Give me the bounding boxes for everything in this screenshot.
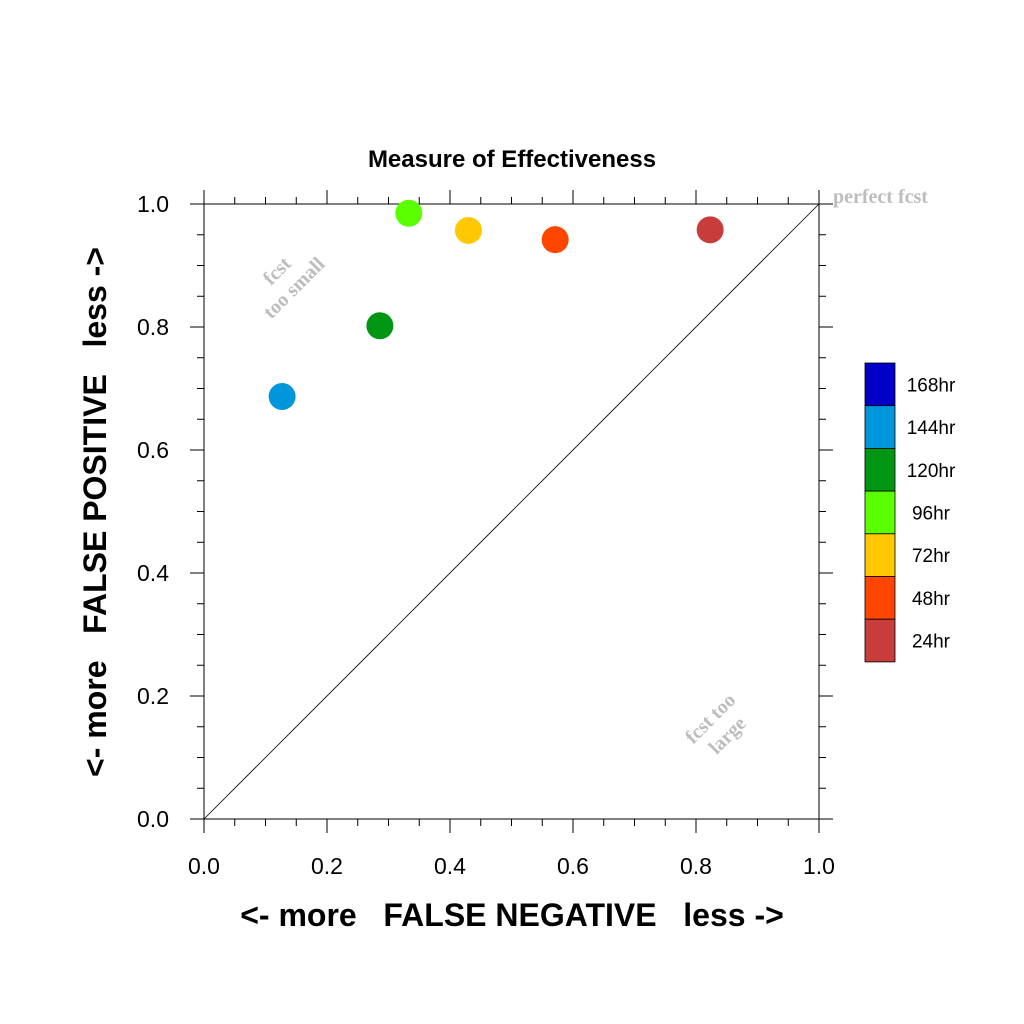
x-tick-label: 0.0: [188, 853, 220, 879]
x-tick-labels: 0.0 0.2 0.4 0.6 0.8 1.0: [188, 853, 835, 879]
legend-swatch-24hr: [864, 618, 896, 663]
legend: 168hr 144hr 120hr 96hr 72hr 48hr 24hr: [864, 362, 956, 663]
data-points: [268, 199, 724, 410]
plot-frame: [203, 203, 820, 820]
legend-label-120hr: 120hr: [907, 461, 956, 482]
legend-swatch-96hr: [864, 490, 896, 535]
y-axis-title: <- more FALSE POSITIVE less ->: [77, 247, 113, 777]
x-tick-label: 0.4: [434, 853, 466, 879]
y-tick-label: 1.0: [137, 191, 169, 217]
legend-swatch-144hr: [864, 405, 896, 449]
y-tick-label: 0.0: [137, 806, 169, 832]
annotation-perfect-fcst: perfect fcst: [833, 186, 928, 208]
x-tick-label: 1.0: [803, 853, 835, 879]
chart-title: Measure of Effectiveness: [368, 146, 656, 173]
point-48hr: [541, 226, 569, 254]
y-tick-label: 0.6: [137, 437, 169, 463]
point-72hr: [454, 216, 482, 244]
legend-label-144hr: 144hr: [907, 418, 956, 439]
y-tick-labels: 0.0 0.2 0.4 0.6 0.8 1.0: [137, 191, 169, 832]
legend-swatch-168hr: [864, 362, 896, 407]
legend-label-24hr: 24hr: [912, 632, 951, 653]
y-tick-label: 0.8: [137, 314, 169, 340]
x-axis-title: <- more FALSE NEGATIVE less ->: [240, 897, 784, 933]
legend-swatch-48hr: [864, 576, 896, 620]
point-24hr: [696, 216, 724, 244]
point-120hr: [366, 312, 394, 340]
legend-swatch-72hr: [864, 533, 896, 577]
tick-marks: [190, 190, 833, 833]
annotation-fcst-too-large: fcst too large: [681, 689, 751, 759]
point-96hr: [395, 199, 423, 227]
legend-swatch-120hr: [864, 447, 896, 492]
legend-label-168hr: 168hr: [907, 375, 956, 396]
x-tick-label: 0.8: [680, 853, 712, 879]
annotation-fcst-too-small: fcst too small: [259, 253, 330, 324]
legend-label-48hr: 48hr: [912, 589, 951, 610]
x-tick-label: 0.2: [311, 853, 343, 879]
y-tick-label: 0.4: [137, 560, 169, 586]
legend-label-72hr: 72hr: [912, 546, 951, 567]
legend-label-96hr: 96hr: [912, 503, 951, 524]
y-tick-label: 0.2: [137, 683, 169, 709]
diagonal-line: [203, 203, 820, 820]
x-tick-label: 0.6: [557, 853, 589, 879]
point-144hr: [268, 382, 296, 410]
